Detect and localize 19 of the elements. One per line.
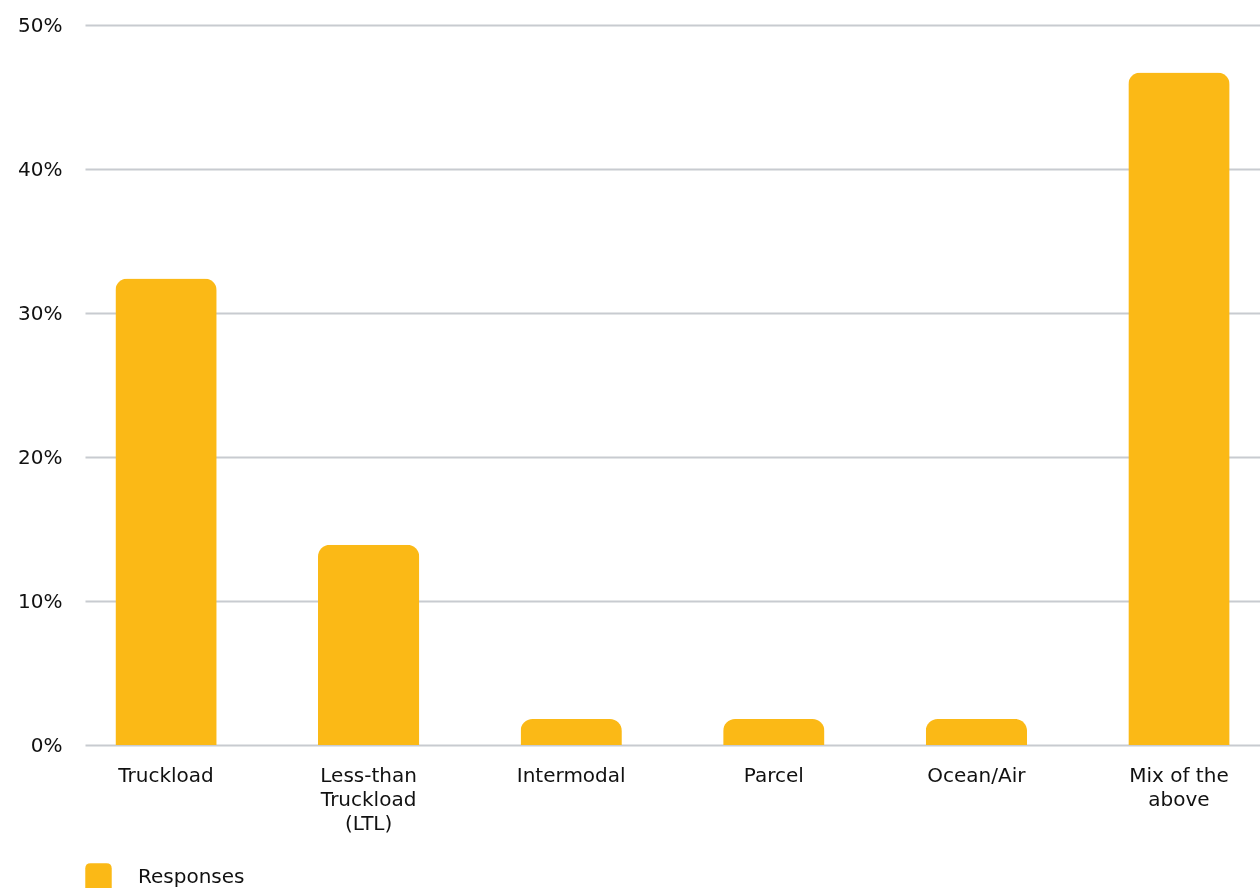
x-tick-label: Intermodal [516,762,626,787]
bar [925,719,1028,745]
y-tick-label: 0% [30,732,63,757]
bar [723,719,825,745]
bar [115,278,217,745]
y-tick-label: 10% [18,588,63,613]
bar [317,544,420,745]
x-tick-label: Mix of the above [1129,762,1229,811]
legend-label: Responses [138,863,245,888]
y-tick-label: 40% [18,156,63,181]
x-tick-label: Parcel [743,762,804,787]
y-tick-label: 50% [18,12,63,37]
bar [1128,72,1230,745]
y-tick-label: 30% [18,300,63,325]
x-tick-label: Less-than Truckload (LTL) [319,762,417,835]
x-tick-label: Ocean/Air [927,762,1027,787]
bar [520,719,622,745]
y-tick-label: 20% [18,444,63,469]
x-tick-label: Truckload [117,762,214,787]
